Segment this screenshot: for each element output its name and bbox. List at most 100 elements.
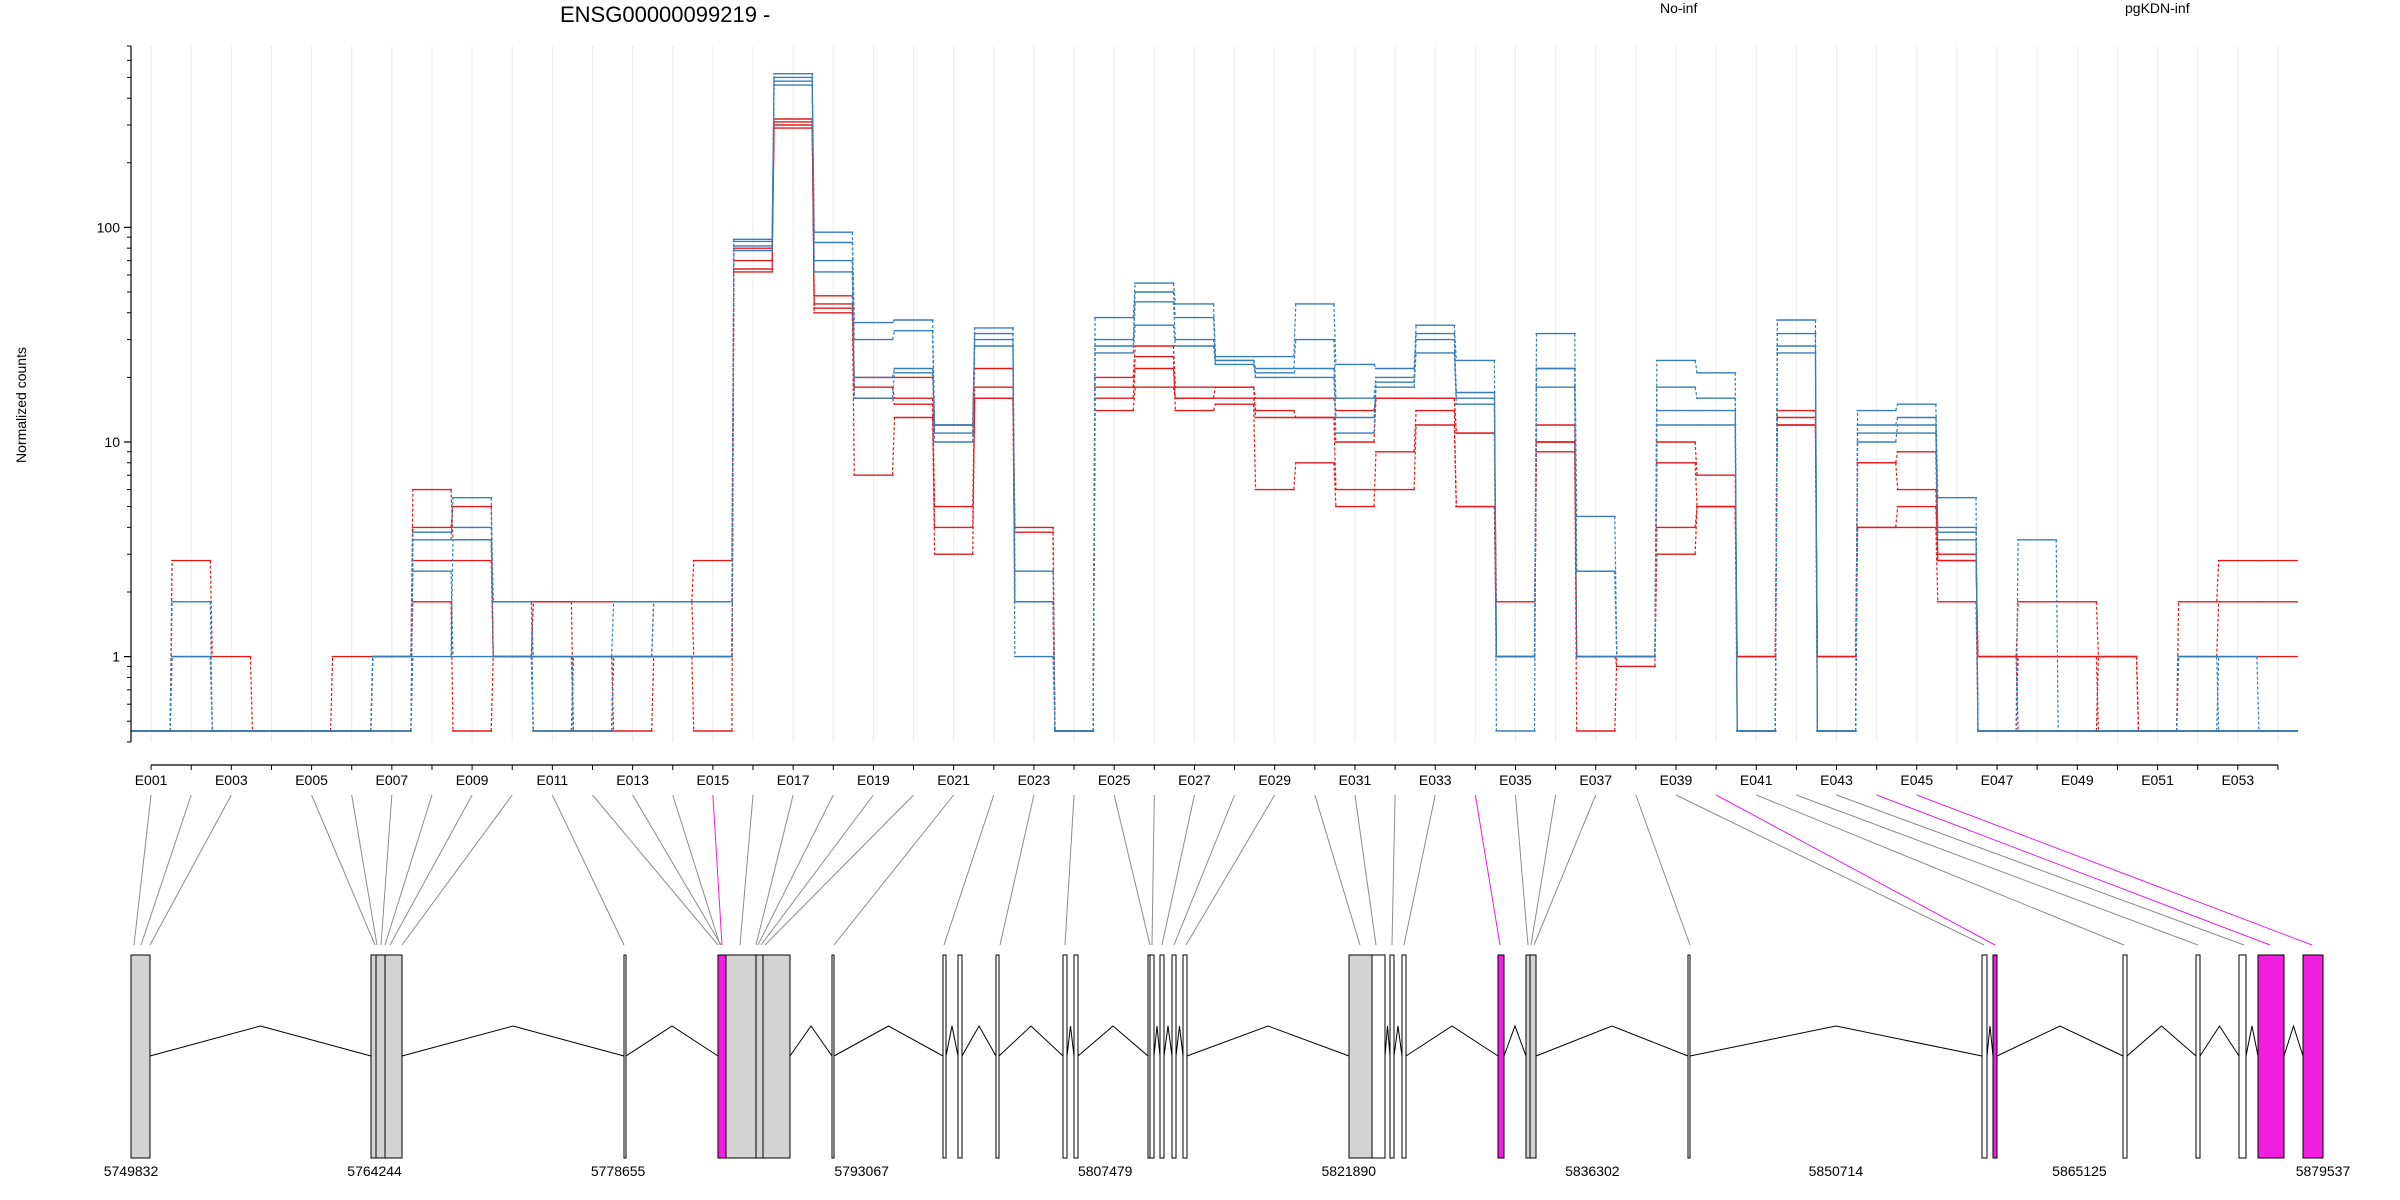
plot-axes: 1 10 100 E001 E003 E005 E007 E009 E011 E013 E015 E0… xyxy=(97,45,2279,788)
y-tick-label: 1 xyxy=(112,649,120,665)
connector-line xyxy=(1796,794,2199,946)
exon-block xyxy=(1073,954,1079,1159)
connector-line xyxy=(1635,794,1691,946)
exon-block xyxy=(995,954,1000,1159)
intron-line xyxy=(1186,1025,1350,1057)
intron-line xyxy=(2126,1025,2197,1057)
connector-line-highlight xyxy=(1876,794,2271,946)
intron-line xyxy=(1077,1025,1149,1057)
y-axis-label: Normalized counts xyxy=(13,347,29,463)
intron-line xyxy=(998,1025,1064,1057)
connector-line xyxy=(1403,794,1436,946)
legend-entry-no-inf: No-inf xyxy=(1660,0,1697,16)
plot-series-lines xyxy=(131,73,2298,732)
connector-line-highlight xyxy=(712,794,723,946)
coordinate-label: 5793067 xyxy=(834,1163,889,1179)
intron-line xyxy=(1689,1025,1983,1057)
connector-line xyxy=(1185,794,1276,946)
connector-line xyxy=(760,794,874,946)
exon-connector-lines xyxy=(133,794,2313,946)
connector-line xyxy=(757,794,834,946)
exon-block xyxy=(1159,954,1165,1159)
exon-block xyxy=(370,954,377,1159)
x-tick-label: E051 xyxy=(2141,772,2174,788)
intron-line xyxy=(1535,1025,1689,1057)
connector-line xyxy=(1675,794,1985,946)
y-tick-label: 10 xyxy=(104,434,120,450)
legend-entry-pgkdn-inf: pgKDN-inf xyxy=(2125,0,2190,16)
connector-line xyxy=(351,794,378,946)
x-tick-label: E021 xyxy=(937,772,970,788)
intron-line xyxy=(1405,1025,1499,1057)
exon-block xyxy=(831,954,835,1159)
intron-line xyxy=(401,1025,625,1057)
coordinate-label: 5850714 xyxy=(1809,1163,1864,1179)
coordinate-label: 5764244 xyxy=(347,1163,402,1179)
x-tick-label: E035 xyxy=(1499,772,1532,788)
exon-block xyxy=(2238,954,2247,1159)
coordinate-label: 5821890 xyxy=(1322,1163,1377,1179)
connector-line xyxy=(1113,794,1151,946)
series-pgkdn-inf-7 xyxy=(131,84,2298,732)
exon-block xyxy=(375,954,386,1159)
exon-block xyxy=(1497,954,1505,1159)
x-tick-label: E027 xyxy=(1178,772,1211,788)
connector-line xyxy=(401,794,513,946)
connector-line xyxy=(1756,794,2125,946)
series-step-line xyxy=(131,121,2298,732)
intron-line xyxy=(945,1025,959,1057)
exon-block xyxy=(942,954,947,1159)
connector-line-highlight xyxy=(1715,794,1996,946)
coordinate-label: 5749832 xyxy=(104,1163,159,1179)
exon-block xyxy=(2257,954,2285,1159)
x-tick-label: E003 xyxy=(215,772,248,788)
exon-block xyxy=(1389,954,1395,1159)
connector-line xyxy=(551,794,625,946)
x-tick-label: E025 xyxy=(1098,772,1131,788)
connector-line xyxy=(1530,794,1557,946)
connector-line xyxy=(1064,794,1075,946)
x-tick-label: E049 xyxy=(2061,772,2094,788)
connector-line xyxy=(149,794,232,946)
connector-line xyxy=(140,794,192,946)
connector-line xyxy=(999,794,1035,946)
connector-line xyxy=(672,794,721,946)
series-step-line xyxy=(131,127,2298,732)
exon-block xyxy=(755,954,764,1159)
exon-block xyxy=(1992,954,1998,1159)
x-tick-label: E047 xyxy=(1981,772,2014,788)
intron-line xyxy=(1393,1025,1403,1057)
connector-line xyxy=(389,794,473,946)
x-tick-label: E041 xyxy=(1740,772,1773,788)
series-step-line xyxy=(131,124,2298,732)
coordinate-label: 5865125 xyxy=(2052,1163,2107,1179)
series-no-inf-2 xyxy=(131,127,2298,732)
x-tick-label: E005 xyxy=(295,772,328,788)
plot-gridlines xyxy=(150,46,2279,742)
x-tick-label: E023 xyxy=(1018,772,1051,788)
connector-line xyxy=(1173,794,1236,946)
intron-line xyxy=(1503,1024,1527,1057)
exon-block xyxy=(1182,954,1188,1159)
connector-line xyxy=(1533,794,1597,946)
series-connector-line xyxy=(169,73,2259,732)
connector-line-highlight xyxy=(1916,794,2313,946)
exon-block xyxy=(2195,954,2201,1159)
exon-block xyxy=(2302,954,2324,1159)
exon-block xyxy=(717,954,727,1159)
exon-block xyxy=(130,954,151,1159)
connector-line xyxy=(384,794,433,946)
series-connector-line xyxy=(170,121,2259,732)
intron-line xyxy=(1384,1025,1391,1057)
intron-line xyxy=(2199,1025,2240,1057)
intron-line xyxy=(2283,1024,2304,1057)
coordinate-label: 5807479 xyxy=(1078,1163,1133,1179)
intron-line xyxy=(833,1025,944,1057)
x-tick-label: E031 xyxy=(1339,772,1372,788)
x-tick-label: E009 xyxy=(456,772,489,788)
coordinate-label: 5778655 xyxy=(591,1163,646,1179)
series-connector-line xyxy=(169,124,2259,732)
series-pgkdn-inf-4 xyxy=(131,73,2298,732)
x-tick-label: E017 xyxy=(777,772,810,788)
